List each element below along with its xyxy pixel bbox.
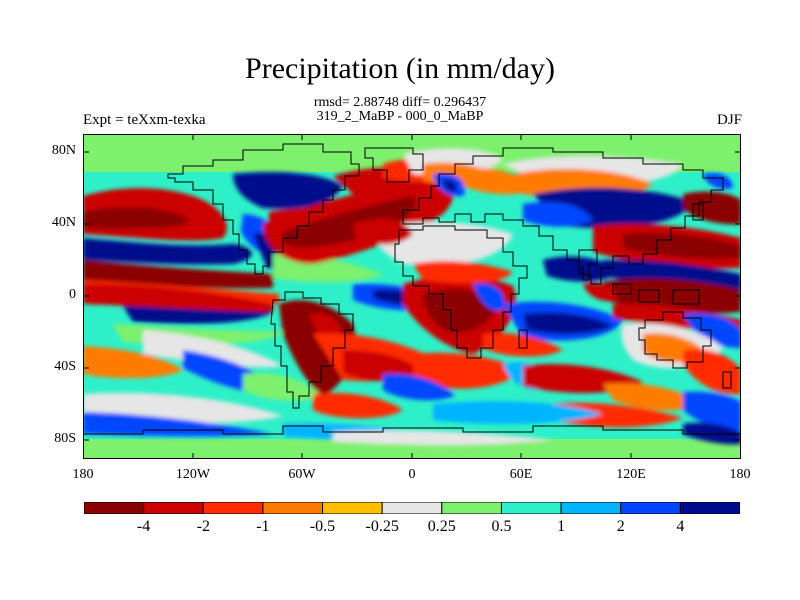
experiment-label: Expt = teXxm-texka [83, 112, 206, 128]
lon-label-120e: 120E [616, 467, 646, 482]
season-label: DJF [716, 112, 742, 128]
lat-label-40n: 40N [51, 215, 76, 230]
colorbar-label: -0.5 [309, 518, 336, 535]
lon-label-0: 0 [408, 467, 416, 482]
colorbar [84, 502, 740, 514]
lon-label-60w: 60W [288, 467, 316, 482]
colorbar-swatch [441, 502, 502, 514]
chart-title: Precipitation (in mm/day) [245, 52, 555, 85]
colorbar-swatch [560, 502, 622, 514]
colorbar-swatch [381, 502, 443, 514]
coastlines [83, 143, 741, 435]
colorbar-label: -4 [136, 518, 151, 535]
colorbar-label: 2 [616, 518, 625, 535]
lon-label-120w: 120W [175, 467, 211, 482]
colorbar-label: -1 [256, 518, 270, 535]
lon-label-60e: 60E [509, 467, 533, 482]
colorbar-swatch [500, 502, 562, 514]
colorbar-label: -0.25 [365, 518, 399, 535]
colorbar-swatch [620, 502, 681, 514]
lat-label-40s: 40S [54, 359, 76, 374]
lon-label-180e: 180 [729, 467, 751, 482]
statistics-text: rmsd= 2.88748 diff= 0.296437 319_2_MaBP … [0, 96, 800, 124]
lon-label-180w: 180 [72, 467, 94, 482]
colorbar-swatch [262, 502, 324, 514]
colorbar-label: 1 [557, 518, 566, 535]
rmsd-diff-line: rmsd= 2.88748 diff= 0.296437 [313, 95, 487, 110]
lat-label-80s: 80S [54, 431, 76, 446]
colorbar-swatch [322, 502, 383, 514]
colorbar-label: 4 [676, 518, 685, 535]
colorbar-label: 0.25 [427, 518, 456, 535]
precipitation-difference-map [83, 134, 741, 459]
colorbar-swatch [84, 502, 145, 514]
colorbar-swatch [202, 502, 264, 514]
lat-label-80n: 80N [51, 143, 76, 158]
tick-marks [83, 134, 741, 459]
colorbar-swatch [143, 502, 204, 514]
lat-label-0: 0 [69, 287, 76, 302]
precipitation-field [83, 134, 741, 459]
colorbar-label: 0.5 [491, 518, 512, 535]
experiment-difference-line: 319_2_MaBP - 000_0_MaBP [316, 109, 484, 124]
colorbar-swatch [679, 502, 740, 514]
colorbar-label: -2 [196, 518, 210, 535]
